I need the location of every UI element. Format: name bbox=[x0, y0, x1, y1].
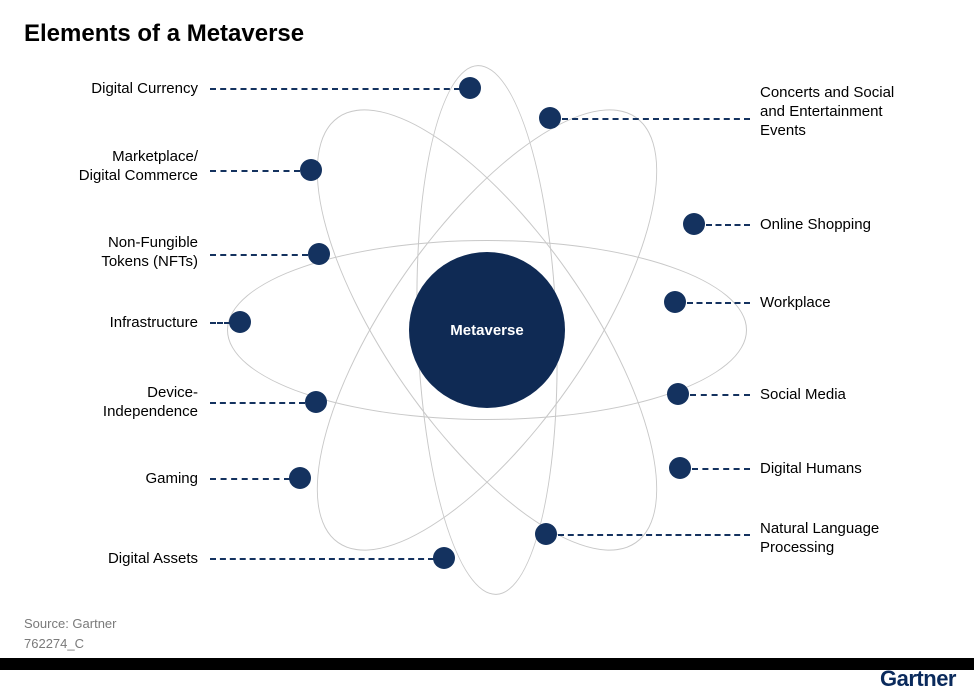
connector-dash bbox=[692, 468, 750, 470]
connector-dash bbox=[562, 118, 750, 120]
node-label: Workplace bbox=[760, 294, 960, 313]
node-label: Social Media bbox=[760, 386, 960, 405]
orbit-node bbox=[305, 391, 327, 413]
connector-dash bbox=[210, 558, 434, 560]
node-label: Infrastructure bbox=[18, 314, 198, 333]
source-line-1: Source: Gartner bbox=[24, 616, 117, 631]
orbit-node bbox=[669, 457, 691, 479]
connector-dash bbox=[690, 394, 750, 396]
gartner-logo: Gartner bbox=[880, 666, 956, 692]
node-label: Device-Independence bbox=[18, 384, 198, 422]
node-label: Concerts and Socialand EntertainmentEven… bbox=[760, 84, 960, 140]
orbit-node bbox=[535, 523, 557, 545]
connector-dash bbox=[706, 224, 750, 226]
footer-bar bbox=[0, 658, 974, 670]
node-label: Digital Currency bbox=[18, 80, 198, 99]
connector-dash bbox=[558, 534, 750, 536]
orbit-node bbox=[308, 243, 330, 265]
orbit-node bbox=[289, 467, 311, 489]
node-label: Non-FungibleTokens (NFTs) bbox=[18, 234, 198, 272]
orbit-node bbox=[459, 77, 481, 99]
connector-dash bbox=[210, 170, 300, 172]
orbit-node bbox=[667, 383, 689, 405]
center-nucleus: Metaverse bbox=[409, 252, 565, 408]
connector-dash bbox=[210, 402, 305, 404]
orbit-node bbox=[683, 213, 705, 235]
connector-dash bbox=[210, 254, 308, 256]
node-label: Digital Assets bbox=[18, 550, 198, 569]
node-label: Marketplace/Digital Commerce bbox=[18, 148, 198, 186]
source-line-2: 762274_C bbox=[24, 636, 84, 651]
node-label: Natural LanguageProcessing bbox=[760, 520, 960, 558]
connector-dash bbox=[210, 88, 460, 90]
connector-dash bbox=[687, 302, 750, 304]
node-label: Gaming bbox=[18, 470, 198, 489]
node-label: Digital Humans bbox=[760, 460, 960, 479]
connector-dash bbox=[210, 478, 290, 480]
orbit-node bbox=[539, 107, 561, 129]
orbit-node bbox=[229, 311, 251, 333]
atom-diagram: Metaverse Digital Currency Marketplace/Dig… bbox=[0, 60, 974, 620]
page-title: Elements of a Metaverse bbox=[24, 20, 304, 48]
orbit-node bbox=[300, 159, 322, 181]
node-label: Online Shopping bbox=[760, 216, 960, 235]
orbit-node bbox=[664, 291, 686, 313]
connector-dash bbox=[210, 322, 230, 324]
orbit-node bbox=[433, 547, 455, 569]
